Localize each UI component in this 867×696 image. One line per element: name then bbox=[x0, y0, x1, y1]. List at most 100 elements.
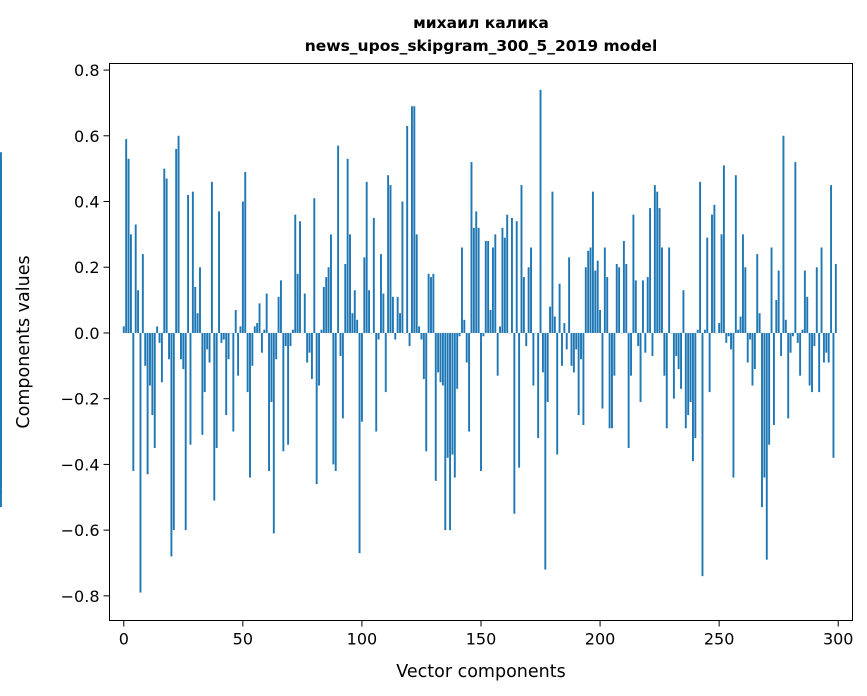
bar-component-165 bbox=[515, 221, 518, 333]
bar-component-262 bbox=[746, 332, 749, 363]
bar-component-46 bbox=[232, 332, 235, 432]
bar-component-283 bbox=[796, 332, 799, 343]
bar-component-198 bbox=[594, 270, 597, 333]
bar-component-29 bbox=[191, 191, 194, 333]
x-tick-label: 200 bbox=[585, 630, 616, 649]
bar-component-282 bbox=[794, 162, 797, 333]
bar-component-182 bbox=[556, 332, 559, 455]
bar-component-73 bbox=[296, 273, 299, 333]
bar-component-27 bbox=[187, 194, 190, 333]
bar-component-223 bbox=[653, 185, 656, 333]
bar-component-256 bbox=[732, 332, 735, 478]
bar-component-137 bbox=[449, 332, 451, 531]
bar-component-101 bbox=[363, 257, 366, 333]
bar-component-258 bbox=[737, 329, 740, 333]
bar-component-203 bbox=[606, 277, 609, 333]
y-axis-label: Components values bbox=[14, 255, 34, 428]
bar-component-16 bbox=[160, 332, 163, 383]
bar-component-58 bbox=[260, 332, 263, 353]
bar-component-125 bbox=[420, 332, 423, 340]
bar-component-129 bbox=[430, 277, 432, 333]
bar-component-124 bbox=[418, 326, 421, 333]
bar-component-244 bbox=[703, 329, 706, 333]
bar-component-246 bbox=[708, 332, 711, 393]
bar-component-291 bbox=[815, 267, 818, 333]
bar-component-241 bbox=[696, 329, 699, 333]
bar-component-87 bbox=[330, 234, 332, 333]
bar-component-264 bbox=[751, 332, 754, 386]
bar-component-160 bbox=[503, 237, 506, 333]
bar-component-68 bbox=[284, 332, 287, 347]
bar-component-153 bbox=[487, 240, 490, 333]
bar-component-140 bbox=[456, 332, 459, 389]
bar-component-6 bbox=[137, 290, 140, 333]
bar-component-116 bbox=[399, 313, 401, 333]
bar-component-60 bbox=[265, 293, 268, 333]
bar-component-180 bbox=[551, 191, 554, 333]
bar-component-96 bbox=[351, 313, 354, 333]
bar-component-59 bbox=[263, 329, 266, 333]
bar-component-26 bbox=[184, 332, 187, 531]
bar-component-177 bbox=[544, 332, 547, 570]
bar-component-208 bbox=[618, 267, 621, 333]
bar-component-107 bbox=[377, 332, 380, 340]
bar-component-85 bbox=[325, 277, 328, 333]
bar-component-77 bbox=[306, 332, 309, 363]
bar-component-154 bbox=[489, 309, 492, 333]
bar-component-66 bbox=[280, 280, 282, 333]
bar-component-211 bbox=[625, 263, 628, 333]
bar-component-188 bbox=[570, 332, 573, 366]
bar-component-92 bbox=[341, 332, 344, 419]
bar-component-94 bbox=[346, 158, 349, 333]
bar-component-55 bbox=[253, 326, 256, 333]
bar-component-undefined bbox=[0, 332, 2, 462]
y-tick-label: −0.8 bbox=[61, 587, 100, 606]
bar-component-158 bbox=[499, 326, 502, 333]
bar-component-267 bbox=[758, 313, 761, 333]
bar-component-78 bbox=[308, 332, 311, 353]
bar-component-72 bbox=[294, 214, 297, 333]
bar-component-122 bbox=[413, 106, 416, 333]
bar-component-undefined bbox=[0, 323, 2, 333]
bar-component-71 bbox=[291, 329, 294, 333]
bar-component-247 bbox=[711, 214, 713, 333]
bar-component-36 bbox=[208, 332, 211, 363]
bar-component-168 bbox=[522, 277, 525, 333]
bar-component-24 bbox=[179, 332, 182, 360]
x-tick-label: 0 bbox=[119, 630, 129, 649]
bar-component-152 bbox=[484, 240, 487, 333]
bar-component-289 bbox=[811, 332, 813, 393]
bar-component-213 bbox=[630, 332, 632, 376]
bar-component-108 bbox=[380, 254, 382, 333]
bar-component-155 bbox=[491, 247, 494, 333]
bar-component-183 bbox=[558, 283, 561, 333]
bar-component-25 bbox=[182, 332, 185, 370]
bar-component-32 bbox=[199, 267, 201, 333]
bar-component-135 bbox=[444, 332, 447, 531]
bar-component-164 bbox=[513, 332, 516, 514]
bar-component-70 bbox=[289, 332, 292, 347]
bar-component-79 bbox=[310, 332, 313, 379]
bar-component-202 bbox=[603, 247, 606, 333]
bar-component-69 bbox=[287, 332, 290, 445]
bar-component-10 bbox=[146, 332, 149, 475]
bar-component-215 bbox=[634, 280, 637, 333]
bar-component-238 bbox=[689, 332, 692, 402]
bar-component-197 bbox=[591, 191, 594, 333]
bar-component-61 bbox=[268, 332, 271, 471]
chart-subtitle: news_upos_skipgram_300_5_2019 model bbox=[305, 37, 658, 55]
bar-component-23 bbox=[177, 135, 180, 333]
bar-component-100 bbox=[360, 332, 363, 422]
bar-component-205 bbox=[611, 332, 613, 429]
x-tick-label: 150 bbox=[466, 630, 497, 649]
bar-component-263 bbox=[749, 332, 752, 340]
bar-component-252 bbox=[722, 165, 725, 333]
bar-component-260 bbox=[742, 234, 744, 333]
bar-component-106 bbox=[375, 332, 378, 432]
bar-component-178 bbox=[546, 332, 549, 402]
bar-component-159 bbox=[501, 227, 504, 333]
bar-component-62 bbox=[270, 332, 273, 402]
bar-component-89 bbox=[334, 332, 337, 471]
y-tick-label: −0.4 bbox=[61, 455, 100, 474]
x-tick-label: 300 bbox=[823, 630, 854, 649]
